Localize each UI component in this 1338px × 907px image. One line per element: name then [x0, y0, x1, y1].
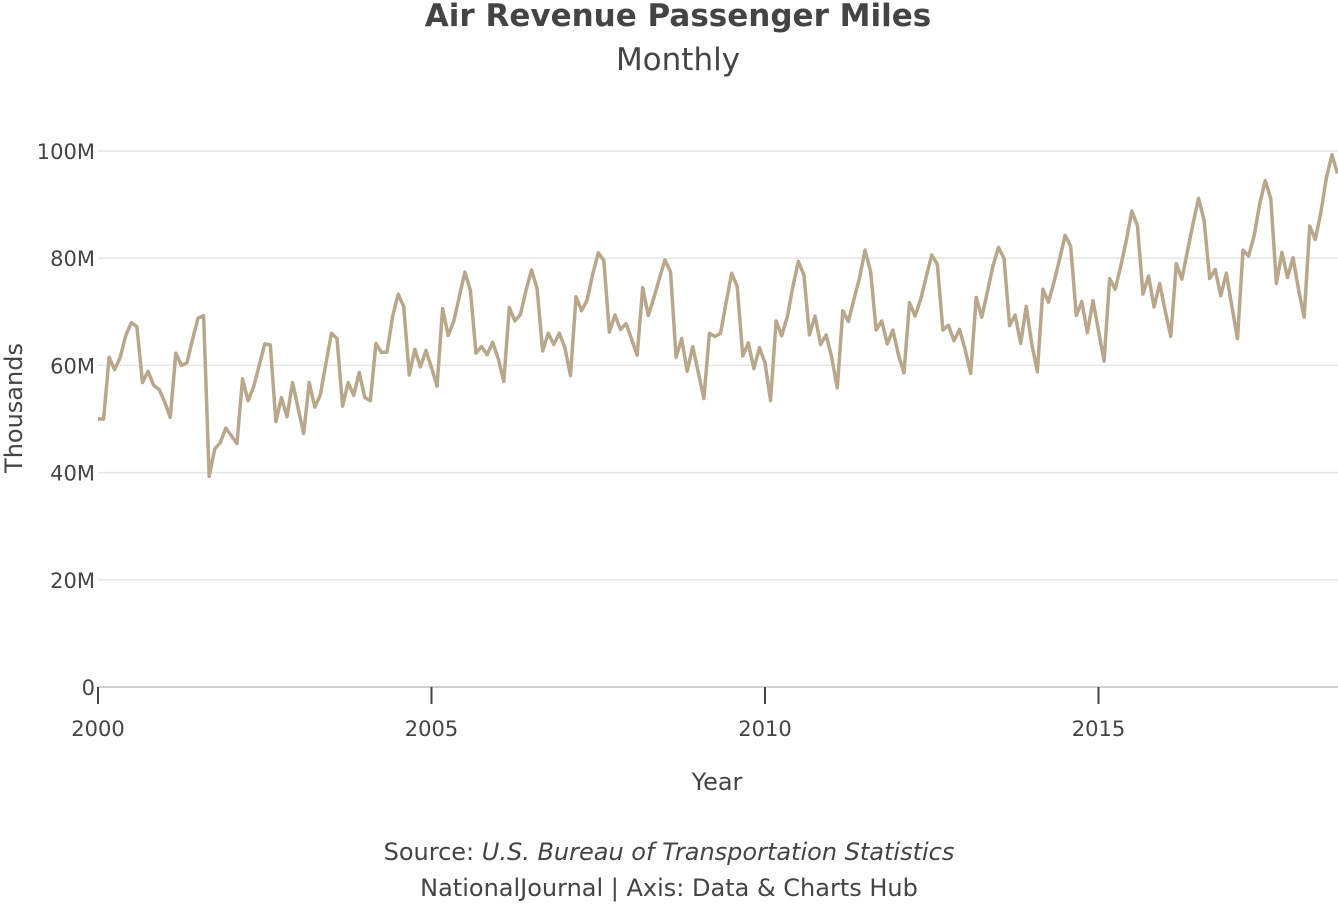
x-axis-title: Year — [691, 768, 743, 796]
series-line — [98, 153, 1338, 479]
y-tick-label: 100M — [37, 140, 95, 164]
y-axis-title: Thousands — [0, 343, 28, 474]
y-tick-label: 80M — [50, 247, 95, 271]
credit-note: NationalJournal | Axis: Data & Charts Hu… — [420, 874, 918, 902]
x-axis: 2000 2005 2010 2015 — [71, 687, 1125, 741]
chart-title: Air Revenue Passenger Miles — [425, 0, 931, 34]
x-tick-label: 2015 — [1072, 717, 1125, 741]
x-tick-label: 2000 — [71, 717, 124, 741]
x-tick-label: 2010 — [738, 717, 791, 741]
series-layer — [98, 153, 1338, 479]
chart-subtitle: Monthly — [616, 42, 740, 78]
y-tick-label: 40M — [50, 462, 95, 486]
source-prefix: Source: — [383, 838, 482, 866]
y-tick-label: 0 — [82, 676, 95, 700]
gridlines — [98, 150, 1338, 688]
source-name: U.S. Bureau of Transportation Statistics — [481, 838, 955, 866]
y-tick-label: 20M — [50, 569, 95, 593]
x-tick-label: 2005 — [405, 717, 458, 741]
y-axis: 0 20M 40M 60M 80M 100M — [37, 140, 95, 700]
y-tick-label: 60M — [50, 354, 95, 378]
source-note: Source: U.S. Bureau of Transportation St… — [0, 838, 1338, 866]
